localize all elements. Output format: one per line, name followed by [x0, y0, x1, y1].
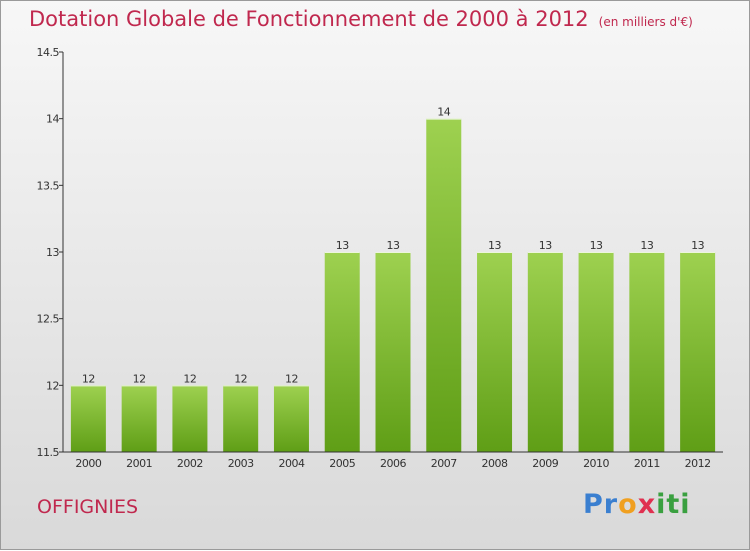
bar-2005 — [324, 252, 360, 452]
x-tick-label-2009: 2009 — [532, 457, 558, 470]
bar-2006 — [375, 252, 411, 452]
bar-2009 — [527, 252, 563, 452]
bar-2000 — [70, 385, 106, 452]
x-axis: 2000 2001 2002 2003 2004 2005 2006 2007 2008 2009… — [63, 451, 723, 470]
x-tick-label-2012: 2012 — [685, 457, 711, 470]
chart-title-unit: (en milliers d'€) — [598, 15, 693, 29]
bar-2010 — [578, 252, 614, 452]
data-label-2009: 13 — [539, 239, 552, 252]
chart-title-main: Dotation Globale de Fonctionnement de 20… — [29, 7, 589, 31]
x-tick-label-2004: 2004 — [278, 457, 304, 470]
proxiti-logo[interactable]: Proxiti — [583, 489, 691, 520]
bars — [70, 118, 716, 453]
data-label-2011: 13 — [640, 239, 653, 252]
logo-letter: t — [666, 489, 681, 520]
data-label-2005: 13 — [336, 239, 349, 252]
y-tick-label: 12.5 — [37, 313, 60, 326]
y-tick-label: 12 — [46, 379, 59, 392]
data-label-2010: 13 — [590, 239, 603, 252]
logo-letter: o — [618, 489, 638, 520]
y-axis: 11.5 12 12.5 13 13.5 14 14.5 — [37, 46, 64, 459]
data-label-2007: 14 — [437, 106, 450, 119]
data-label-2006: 13 — [387, 239, 400, 252]
y-tick-label: 14 — [46, 113, 59, 126]
data-label-2012: 13 — [691, 239, 704, 252]
bar-2007 — [426, 118, 462, 453]
chart-title: Dotation Globale de Fonctionnement de 20… — [29, 7, 693, 31]
bar-2001 — [121, 385, 157, 452]
bar-2012 — [680, 252, 716, 452]
x-tick-label-2010: 2010 — [583, 457, 609, 470]
bar-2002 — [172, 385, 208, 452]
bar-2004 — [273, 385, 309, 452]
x-tick-label-2005: 2005 — [329, 457, 355, 470]
x-tick-label-2007: 2007 — [431, 457, 457, 470]
logo-letter: r — [603, 489, 619, 520]
commune-name: OFFIGNIES — [37, 496, 139, 518]
data-label-2008: 13 — [488, 239, 501, 252]
bar-2003 — [223, 385, 259, 452]
logo-letter: i — [656, 489, 667, 520]
x-tick-label-2000: 2000 — [75, 457, 101, 470]
x-tick-label-2001: 2001 — [126, 457, 152, 470]
data-label-2004: 12 — [285, 372, 298, 385]
x-tick-label-2002: 2002 — [177, 457, 203, 470]
y-tick-label: 11.5 — [37, 446, 60, 459]
data-label-2003: 12 — [234, 372, 247, 385]
y-tick-label: 13.5 — [37, 179, 60, 192]
y-tick-label: 13 — [46, 246, 59, 259]
x-tick-label-2003: 2003 — [228, 457, 254, 470]
y-tick-label: 14.5 — [37, 46, 60, 59]
logo-letter: i — [680, 489, 691, 520]
data-label-2002: 12 — [183, 372, 196, 385]
x-tick-label-2011: 2011 — [634, 457, 660, 470]
x-tick-label-2008: 2008 — [482, 457, 508, 470]
bar-2008 — [477, 252, 513, 452]
data-label-2000: 12 — [82, 372, 95, 385]
bar-2011 — [629, 252, 665, 452]
data-label-2001: 12 — [133, 372, 146, 385]
data-labels: 12 12 12 12 12 13 13 14 13 13 13 13 13 — [82, 106, 705, 386]
x-tick-label-2006: 2006 — [380, 457, 406, 470]
logo-letter: x — [637, 489, 657, 520]
logo-letter: P — [583, 489, 604, 520]
